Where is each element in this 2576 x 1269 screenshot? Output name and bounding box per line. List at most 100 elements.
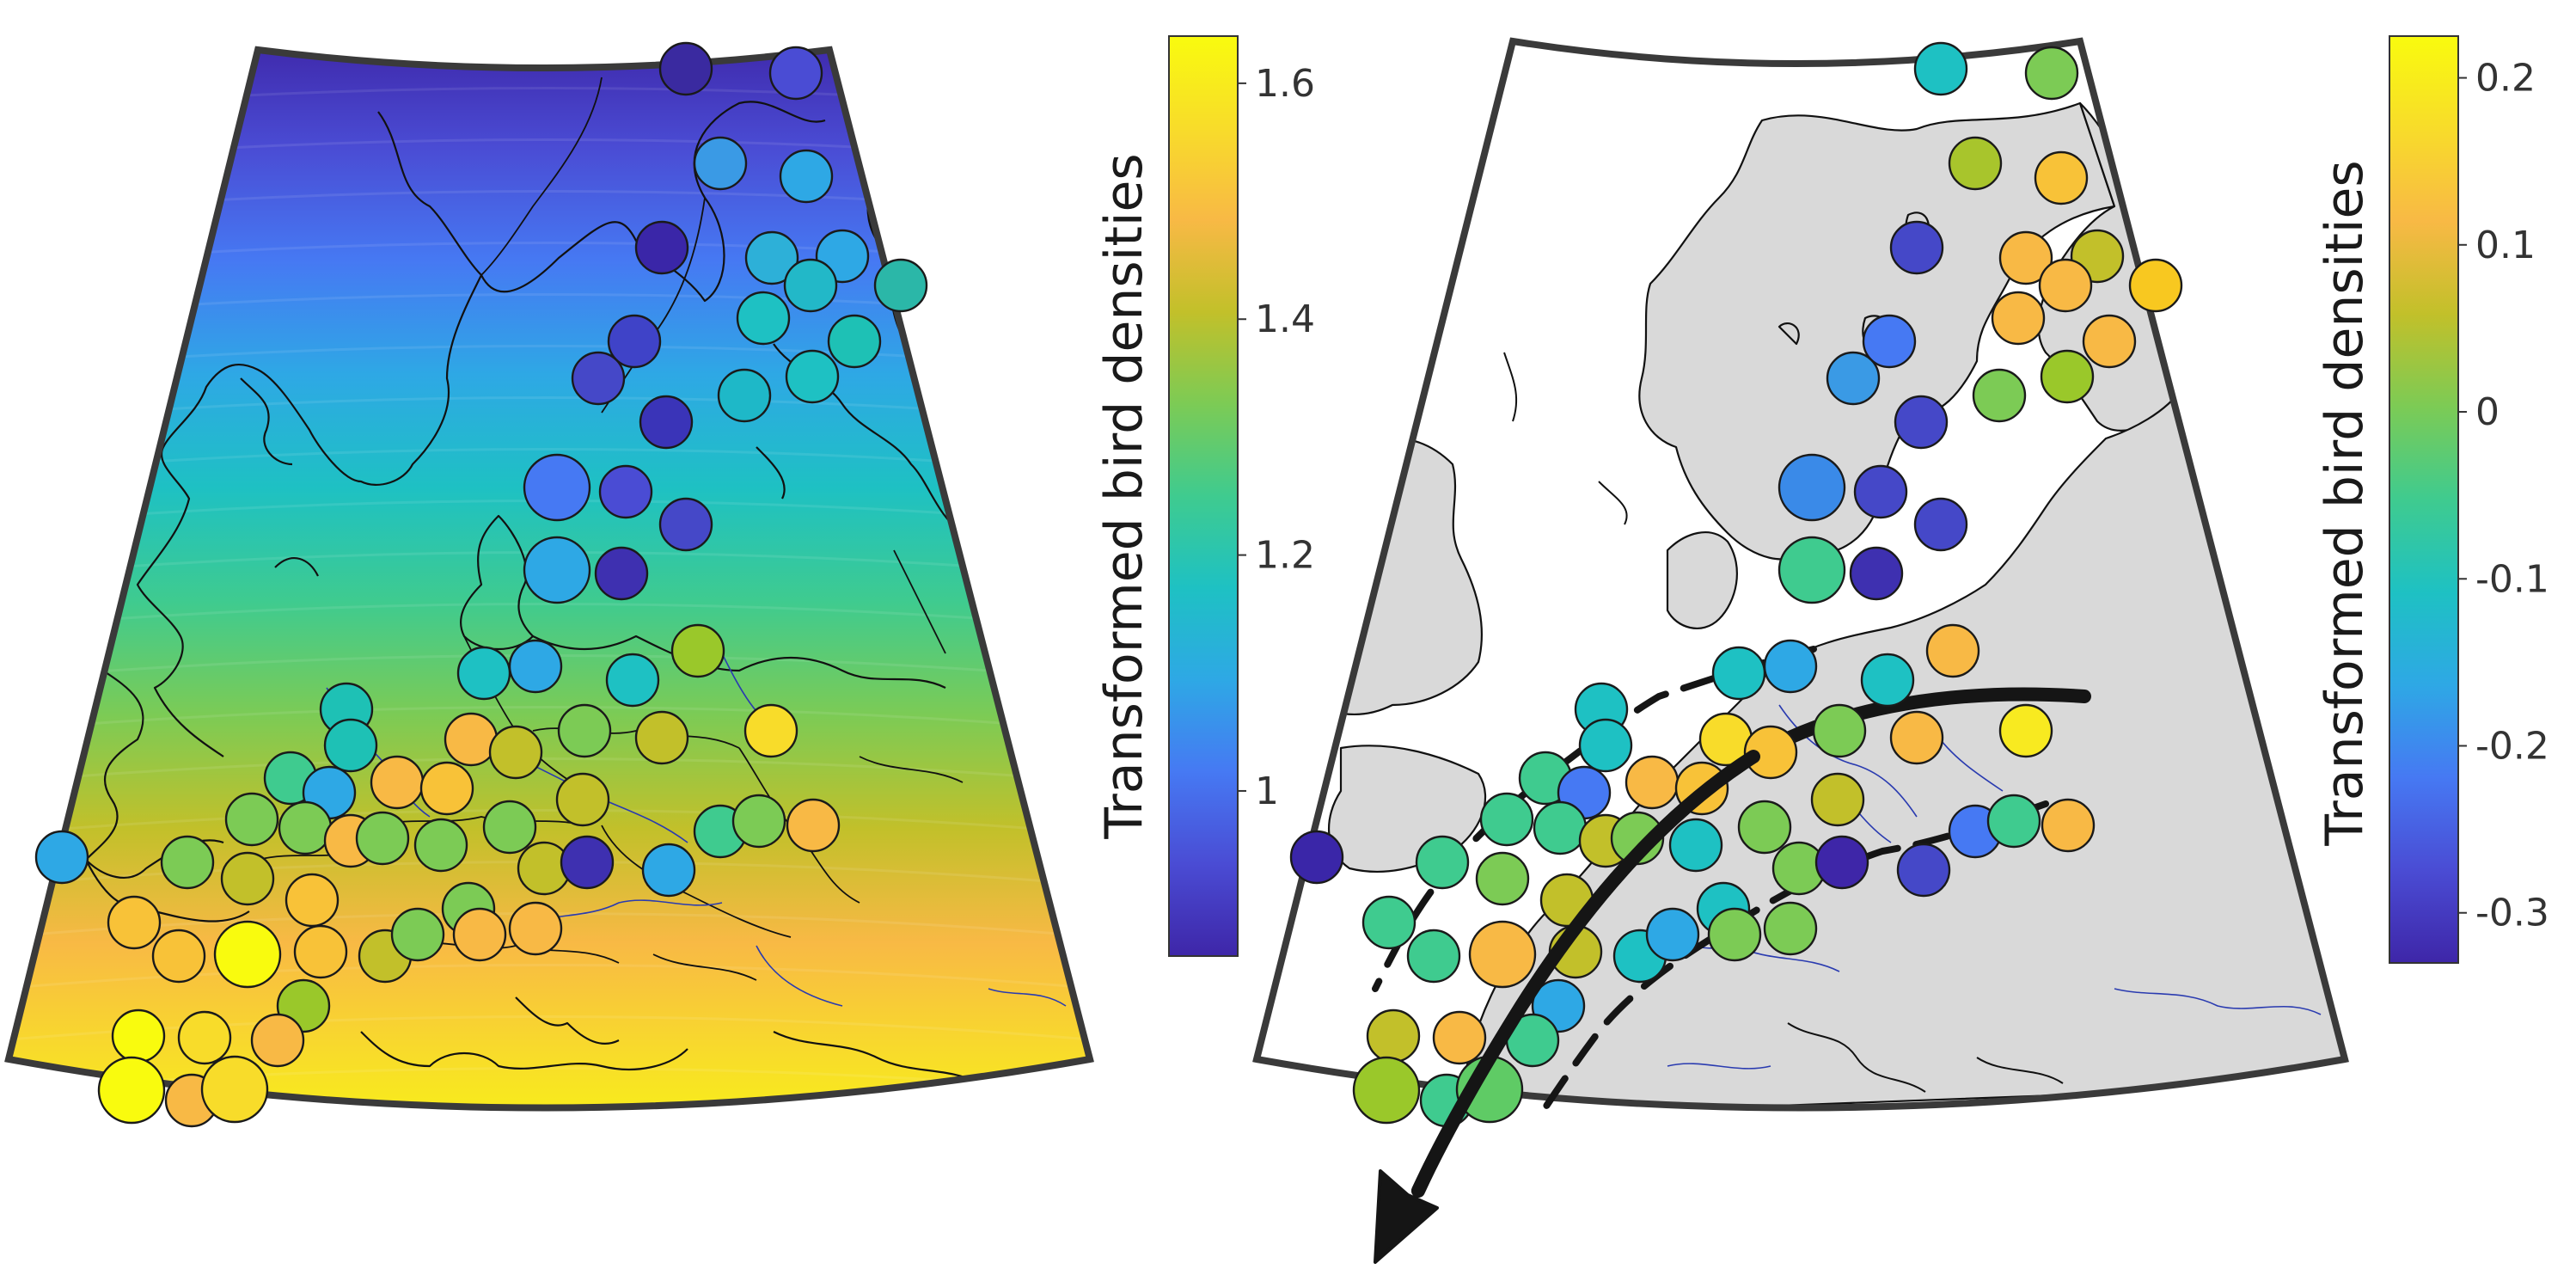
right-map-frame — [1252, 37, 2349, 1112]
station-marker — [1415, 835, 1470, 890]
station-marker — [111, 1008, 166, 1064]
station-marker — [220, 851, 275, 906]
station-marker — [1737, 800, 1792, 855]
station-marker — [1812, 703, 1867, 758]
station-marker — [1998, 230, 2053, 285]
station-marker — [1810, 772, 1865, 827]
station-marker — [1948, 136, 2003, 191]
station-marker — [390, 907, 445, 962]
contour-band — [9, 757, 1090, 784]
right-colorbar-title: Transformed bird densities — [2315, 160, 2375, 846]
station-marker — [717, 368, 772, 423]
station-marker — [2040, 349, 2095, 404]
station-marker — [1778, 453, 1846, 522]
station-marker — [1711, 646, 1766, 701]
station-marker — [1889, 220, 1944, 275]
station-marker — [523, 453, 591, 522]
station-marker — [160, 835, 215, 890]
station-marker — [523, 536, 591, 604]
station-marker — [1889, 710, 1944, 765]
station-marker — [34, 830, 89, 885]
contour-band — [9, 706, 1090, 733]
colorbar-tick-label: -0.3 — [2475, 892, 2549, 935]
colorbar-tick-label: 0 — [2475, 390, 2500, 434]
station-marker — [783, 258, 838, 313]
migration-arrow-head — [1374, 1169, 1439, 1264]
station-marker — [641, 843, 696, 898]
station-marker — [1925, 623, 1980, 678]
right-colorbar-ticks: 0.2 0.1 0 -0.1 -0.2 -0.3 — [2458, 57, 2549, 935]
station-marker — [1475, 851, 1530, 906]
left-map-frame — [4, 46, 1094, 1112]
station-marker — [2038, 258, 2093, 313]
station-marker — [1913, 41, 1968, 96]
station-marker — [2041, 798, 2096, 853]
station-marker — [482, 800, 537, 855]
station-marker — [452, 907, 507, 962]
station-marker — [355, 811, 410, 866]
station-marker — [1998, 703, 2053, 758]
station-marker — [736, 291, 791, 346]
station-marker — [1894, 395, 1949, 450]
station-marker — [557, 703, 612, 758]
colorbar-tick-label: 1.6 — [1255, 62, 1315, 106]
station-marker — [1743, 725, 1798, 780]
migration-arrow-overlay — [1411, 750, 1760, 1198]
station-marker — [560, 835, 615, 890]
left-colorbar-ramp — [1168, 35, 1239, 957]
colorbar-tick-label: 1.2 — [1255, 534, 1315, 578]
station-marker — [1707, 907, 1762, 962]
station-marker — [107, 895, 162, 950]
station-marker — [1533, 800, 1588, 855]
station-markers — [34, 41, 928, 1128]
station-marker — [224, 792, 279, 847]
station-marker — [213, 920, 282, 989]
station-marker — [1860, 653, 1915, 708]
station-marker — [1668, 818, 1723, 873]
station-marker — [555, 772, 610, 827]
colorbar-tick-label: 1 — [1255, 769, 1279, 813]
station-marker — [1986, 794, 2041, 849]
station-marker — [605, 653, 660, 708]
station-marker — [1645, 907, 1700, 962]
station-marker — [634, 710, 689, 765]
station-marker — [293, 924, 348, 979]
station-marker — [1625, 755, 1680, 810]
station-marker — [1913, 497, 1968, 552]
station-marker — [1862, 314, 1917, 369]
station-marker — [285, 873, 340, 928]
station-marker — [607, 314, 662, 369]
station-marker — [456, 646, 511, 701]
station-marker — [1972, 368, 2027, 423]
left-colorbar-ticks: 1 1.2 1.4 1.6 — [1238, 62, 1315, 813]
station-marker — [670, 623, 725, 678]
station-marker — [2034, 150, 2089, 205]
station-marker — [2128, 258, 2183, 313]
station-marker — [1289, 830, 1344, 885]
station-marker — [1763, 901, 1818, 956]
station-marker — [634, 220, 689, 275]
station-marker — [1826, 351, 1881, 406]
station-marker — [873, 258, 928, 313]
station-marker — [1361, 895, 1416, 950]
station-marker — [419, 761, 474, 816]
station-marker — [278, 800, 333, 855]
station-marker — [743, 703, 798, 758]
station-marker — [97, 1056, 166, 1125]
station-marker — [508, 901, 563, 956]
station-marker — [785, 349, 840, 404]
station-marker — [1479, 792, 1534, 847]
station-marker — [1406, 929, 1461, 984]
station-marker — [370, 755, 425, 810]
station-marker — [594, 546, 649, 601]
station-marker — [1763, 639, 1818, 694]
left-colorbar-title: Transformed bird densities — [1094, 153, 1154, 839]
station-marker — [2024, 46, 2079, 101]
station-marker — [744, 230, 799, 285]
colorbar-tick-label: -0.1 — [2475, 557, 2549, 601]
station-marker — [1578, 718, 1633, 773]
station-marker — [1849, 546, 1904, 601]
station-marker — [768, 46, 823, 101]
station-marker — [508, 639, 563, 694]
station-marker — [658, 497, 713, 552]
